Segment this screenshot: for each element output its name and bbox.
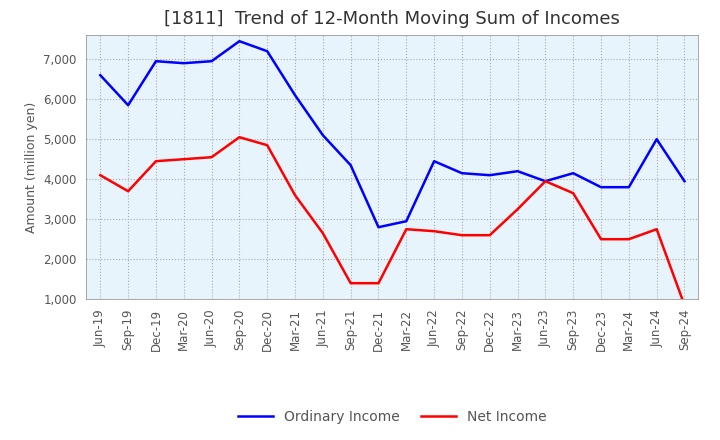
Ordinary Income [152,59,161,64]
Net Income [402,227,410,232]
Ordinary Income [263,48,271,54]
Ordinary Income [680,179,689,184]
Title: [1811]  Trend of 12-Month Moving Sum of Incomes: [1811] Trend of 12-Month Moving Sum of I… [164,10,621,28]
Net Income [346,281,355,286]
Ordinary Income [485,172,494,178]
Net Income [680,303,689,308]
Net Income [263,143,271,148]
Net Income [569,191,577,196]
Ordinary Income [291,92,300,98]
Net Income [179,157,188,162]
Ordinary Income [96,73,104,78]
Net Income [152,158,161,164]
Net Income [513,206,522,212]
Ordinary Income [207,59,216,64]
Ordinary Income [374,224,383,230]
Net Income [291,193,300,198]
Y-axis label: Amount (million yen): Amount (million yen) [24,102,37,233]
Ordinary Income [597,184,606,190]
Ordinary Income [652,136,661,142]
Ordinary Income [318,132,327,138]
Ordinary Income [513,169,522,174]
Line: Net Income: Net Income [100,137,685,305]
Net Income [207,154,216,160]
Ordinary Income [346,162,355,168]
Net Income [624,237,633,242]
Legend: Ordinary Income, Net Income: Ordinary Income, Net Income [233,404,552,429]
Ordinary Income [430,158,438,164]
Net Income [541,179,550,184]
Ordinary Income [402,219,410,224]
Line: Ordinary Income: Ordinary Income [100,41,685,227]
Net Income [124,189,132,194]
Net Income [652,227,661,232]
Ordinary Income [458,171,467,176]
Net Income [430,228,438,234]
Ordinary Income [569,171,577,176]
Ordinary Income [124,103,132,108]
Net Income [96,172,104,178]
Ordinary Income [541,179,550,184]
Net Income [235,135,243,140]
Ordinary Income [235,39,243,44]
Net Income [318,231,327,236]
Net Income [458,233,467,238]
Net Income [485,233,494,238]
Net Income [597,237,606,242]
Ordinary Income [179,61,188,66]
Ordinary Income [624,184,633,190]
Net Income [374,281,383,286]
